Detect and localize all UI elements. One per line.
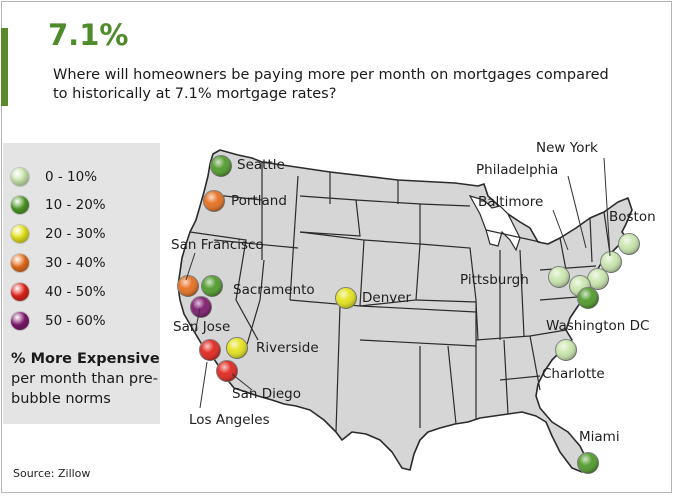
marker-gloss-new-york [600,251,622,273]
legend-label: 10 - 20% [45,197,106,213]
label-san-francisco: San Francisco [171,237,264,253]
label-sacramento: Sacramento [233,282,315,298]
label-denver: Denver [362,290,412,306]
legend-panel: 0 - 10% 10 - 20% 20 - 30% 30 - 40% 40 - … [3,143,160,424]
marker-gloss-portland [203,190,225,212]
legend-item-30-40: 30 - 40% [11,253,106,273]
great-lakes [468,195,521,252]
marker-gloss-san-francisco [177,275,199,297]
source-credit: Source: Zillow [13,467,91,480]
label-seattle: Seattle [237,157,285,173]
label-riverside: Riverside [256,340,319,356]
marker-gloss-boston [618,233,640,255]
state-borders [189,162,611,433]
legend-dot-0-10 [11,168,29,186]
legend-label: 20 - 30% [45,226,106,242]
marker-gloss-philadelphia [587,268,609,290]
accent-bar [1,28,8,106]
legend-note-rest: per month than pre-bubble norms [11,371,158,407]
marker-gloss-riverside [226,337,248,359]
legend-label: 30 - 40% [45,255,106,271]
legend-item-0-10: 0 - 10% [11,167,97,187]
marker-gloss-miami [577,452,599,474]
marker-gloss-seattle [210,155,232,177]
marker-gloss-san-diego [216,360,238,382]
label-washington-dc: Washington DC [546,318,649,334]
legend-label: 0 - 10% [45,169,98,185]
legend-label: 50 - 60% [45,313,106,329]
legend-dot-50-60 [11,312,29,330]
marker-gloss-charlotte [555,339,577,361]
legend-dot-10-20 [11,196,29,214]
label-philadelphia: Philadelphia [476,162,558,178]
label-boston: Boston [609,209,656,225]
city-markers [177,155,640,474]
legend-item-40-50: 40 - 50% [11,282,106,302]
marker-gloss-san-jose [190,296,212,318]
label-los-angeles: Los Angeles [189,412,270,428]
label-charlotte: Charlotte [542,366,605,382]
label-portland: Portland [231,193,287,209]
label-san-diego: San Diego [232,386,301,402]
city-labels: Seattle Portland San Francisco Sacrament… [171,140,656,445]
label-pittsburgh: Pittsburgh [460,272,529,288]
legend-dot-40-50 [11,283,29,301]
label-baltimore: Baltimore [478,194,543,210]
legend-dot-30-40 [11,254,29,272]
marker-gloss-washington-dc [577,287,599,309]
legend-item-10-20: 10 - 20% [11,195,106,215]
marker-gloss-los-angeles [199,339,221,361]
marker-gloss-denver [335,287,357,309]
subtitle-question: Where will homeowners be paying more per… [53,67,609,102]
label-new-york: New York [536,140,598,156]
legend-label: 40 - 50% [45,284,106,300]
marker-gloss-pittsburgh [548,266,570,288]
legend-dot-20-30 [11,225,29,243]
legend-note-bold: % More Expensive [11,351,160,367]
leader-lines [185,157,611,409]
label-san-jose: San Jose [173,319,230,335]
marker-gloss-sacramento [201,275,223,297]
legend-note: % More Expensive per month than pre-bubb… [11,349,161,409]
headline-rate: 7.1% [48,18,129,52]
label-miami: Miami [579,429,620,445]
legend-item-50-60: 50 - 60% [11,311,106,331]
legend-item-20-30: 20 - 30% [11,224,106,244]
